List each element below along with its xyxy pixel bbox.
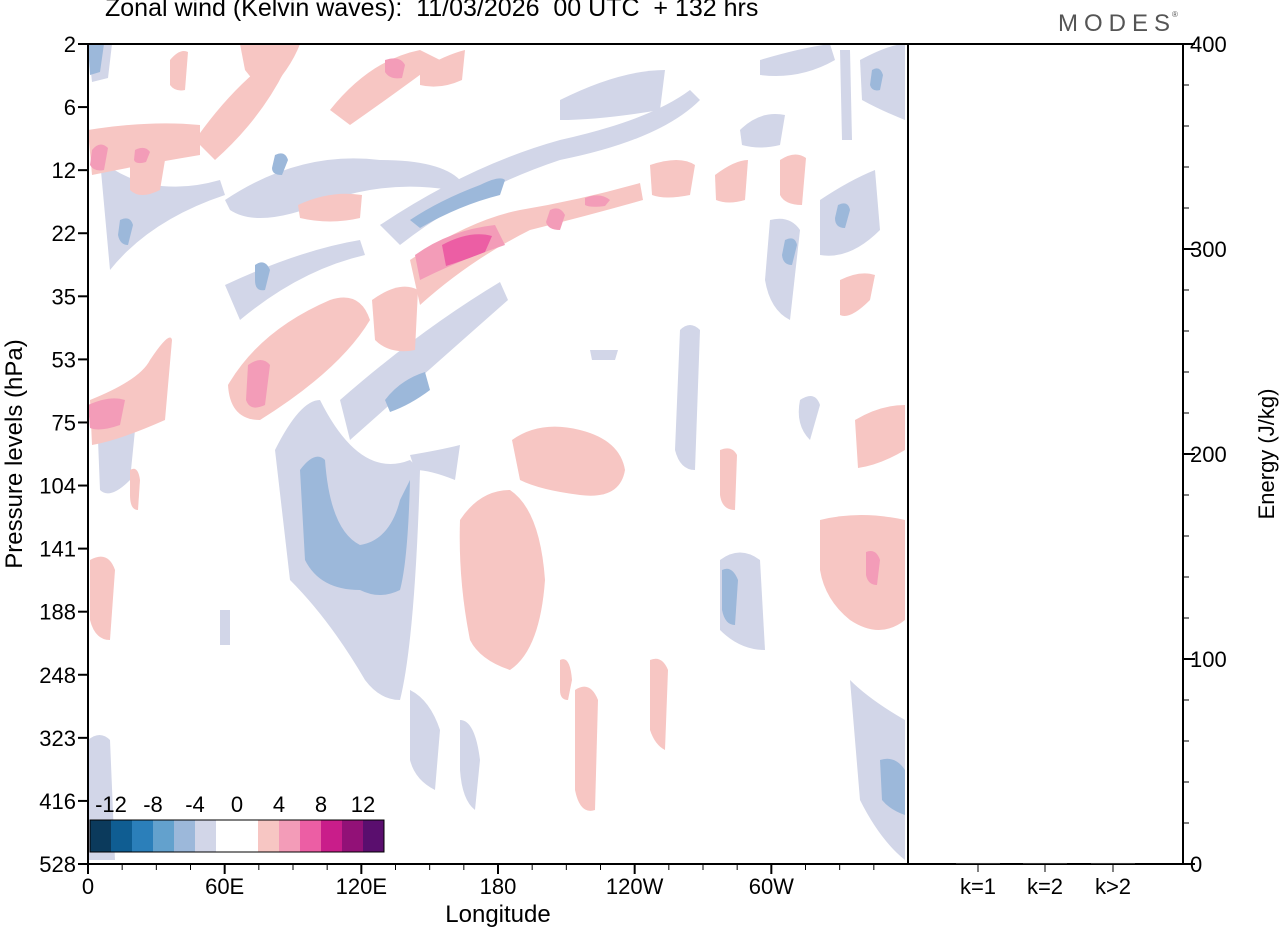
- positive-level-1-areas: [88, 44, 905, 811]
- y-tick-label: 12: [52, 158, 76, 183]
- colorbar-swatch: [174, 820, 195, 852]
- y-tick-label: 35: [52, 284, 76, 309]
- colorbar-swatch: [321, 820, 342, 852]
- colorbar-label: 8: [315, 792, 327, 817]
- energy-tick-label: 300: [1190, 237, 1227, 262]
- colorbar-swatch: [153, 820, 174, 852]
- y-axis-title: Pressure levels (hPa): [1, 339, 28, 568]
- modes-logo: MODES®: [1058, 10, 1178, 38]
- energy-bar: [956, 862, 1000, 864]
- chart-title: Zonal wind (Kelvin waves): 11/03/2026 00…: [105, 0, 759, 22]
- y-tick-label: 53: [52, 347, 76, 372]
- x-tick-label: 0: [82, 874, 94, 899]
- colorbar-swatch: [132, 820, 153, 852]
- energy-category-label: k=2: [1027, 874, 1063, 899]
- colorbar-label: 4: [273, 792, 285, 817]
- y-tick-label: 2: [64, 32, 76, 57]
- energy-tick-label: 100: [1190, 647, 1227, 672]
- x-tick-label: 120W: [606, 874, 664, 899]
- x-axis: 0 60E 120E 180 120W 60W: [82, 864, 875, 899]
- y-tick-label: 6: [64, 95, 76, 120]
- colorbar-swatch: [300, 820, 321, 852]
- energy-tick-label: 200: [1190, 442, 1227, 467]
- energy-tick-label: 0: [1190, 852, 1202, 877]
- logo-mark: ®: [1172, 10, 1178, 19]
- y-tick-label: 248: [39, 663, 76, 688]
- colorbar-swatch: [216, 820, 237, 852]
- y-tick-label: 188: [39, 600, 76, 625]
- y-tick-label: 104: [39, 474, 76, 499]
- colorbar-label: 12: [351, 792, 375, 817]
- energy-bars: k=1 k=2 k>2: [956, 862, 1135, 899]
- y-tick-label: 323: [39, 726, 76, 751]
- colorbar-swatch: [195, 820, 216, 852]
- energy-axis-title: Energy (J/kg): [1254, 389, 1279, 520]
- colorbar-label: -8: [143, 792, 163, 817]
- colorbar-swatch: [258, 820, 279, 852]
- colorbar-swatch: [342, 820, 363, 852]
- energy-category-label: k=1: [960, 874, 996, 899]
- contour-field: [88, 44, 905, 860]
- energy-bar: [1023, 862, 1067, 864]
- colorbar-label: -4: [185, 792, 205, 817]
- colorbar-swatch: [90, 820, 111, 852]
- colorbar-label: -12: [95, 792, 127, 817]
- x-axis-title: Longitude: [445, 901, 550, 928]
- y-tick-label: 528: [39, 852, 76, 877]
- colorbar-swatch: [111, 820, 132, 852]
- logo-text: MODES: [1058, 10, 1177, 37]
- y-tick-label: 22: [52, 221, 76, 246]
- y-tick-label: 141: [39, 537, 76, 562]
- energy-tick-label: 400: [1190, 32, 1227, 57]
- colorbar-swatch: [237, 820, 258, 852]
- colorbar-label: 0: [231, 792, 243, 817]
- energy-category-label: k>2: [1095, 874, 1131, 899]
- y-tick-label: 75: [52, 410, 76, 435]
- y-axis-energy: 0 100 200 300 400: [1183, 32, 1227, 877]
- colorbar-swatch: [279, 820, 300, 852]
- colorbar: [89, 819, 385, 853]
- x-tick-label: 120E: [336, 874, 387, 899]
- x-tick-label: 180: [480, 874, 517, 899]
- y-axis-pressure: 2 6 12 22 35 53 75 104 141 188 248 323 416 528: [39, 32, 88, 877]
- energy-panel-frame: [907, 43, 1184, 865]
- energy-bar: [1091, 862, 1135, 864]
- positive-level-3-areas: [442, 234, 492, 266]
- colorbar-border: [89, 819, 385, 853]
- negative-level-2-areas: [88, 44, 905, 815]
- y-tick-label: 416: [39, 789, 76, 814]
- colorbar-swatch: [363, 820, 384, 852]
- colorbar-labels: -12 -8 -4 0 4 8 12: [95, 792, 375, 817]
- x-tick-label: 60W: [749, 874, 794, 899]
- x-tick-label: 60E: [205, 874, 244, 899]
